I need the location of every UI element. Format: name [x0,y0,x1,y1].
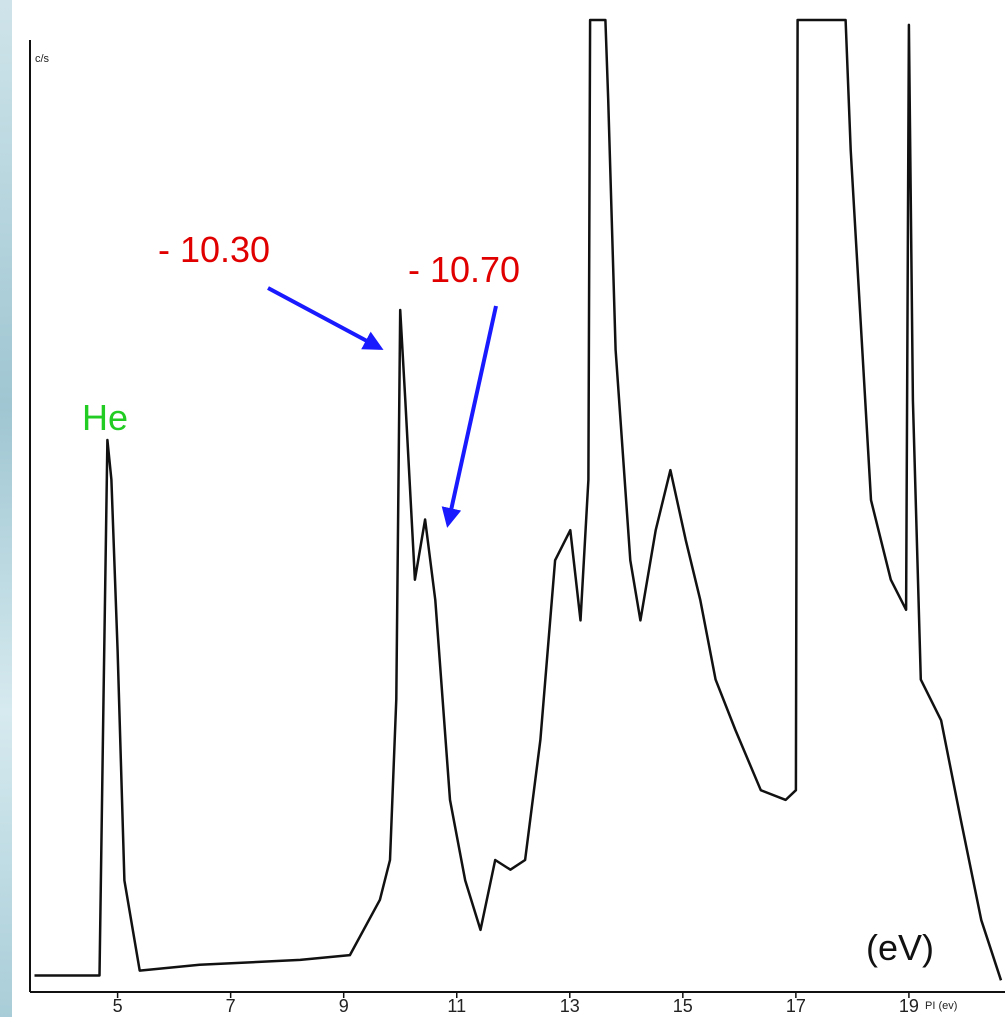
x-tick-label: 9 [339,996,349,1016]
arrow [441,305,498,528]
annotation: (eV) [866,927,934,968]
x-tick-label: 19 [899,996,919,1016]
spectrum-line [34,18,1003,981]
annotation: - 10.30 [158,229,270,270]
background-strip [0,0,12,1017]
x-tick-label: 11 [447,996,466,1016]
y-axis-label: c/s [35,53,50,65]
x-tick-label: 17 [786,996,806,1016]
x-tick-label: 15 [673,996,693,1016]
x-axis-label: PI (ev) [925,1000,957,1012]
annotation: He [82,397,128,438]
x-tick-label: 5 [113,996,123,1016]
x-tick-label: 13 [560,996,580,1016]
annotation: - 10.70 [408,249,520,290]
arrow [267,286,384,350]
x-tick-label: 7 [226,996,236,1016]
